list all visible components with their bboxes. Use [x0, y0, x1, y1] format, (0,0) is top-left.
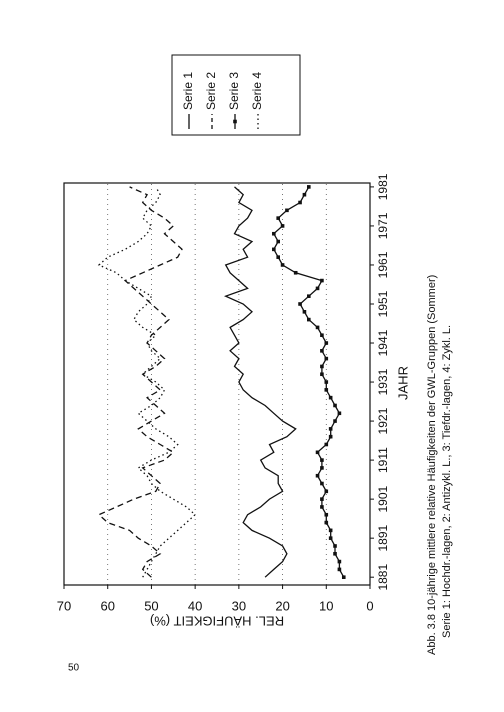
series-marker	[341, 575, 346, 579]
series-marker	[333, 403, 337, 408]
y-tick-label: 30	[232, 598, 246, 613]
series-marker	[333, 544, 337, 548]
caption-subtitle: Serie 1: Hochdr.-lagen, 2: Antizykl. L.,…	[441, 325, 453, 638]
y-axis-title: REL. HÄUFIGKEIT (%)	[150, 614, 284, 629]
x-tick-label: 1971	[376, 212, 390, 239]
y-tick-label: 20	[275, 598, 289, 613]
legend-marker	[233, 119, 237, 124]
x-tick-label: 1881	[376, 564, 390, 591]
series-marker	[320, 278, 324, 283]
series-marker	[272, 231, 276, 236]
series-marker	[307, 185, 311, 189]
x-tick-label: 1911	[376, 447, 390, 473]
series-marker	[320, 364, 324, 369]
series-marker	[337, 559, 342, 564]
series-marker	[333, 551, 337, 556]
series-marker	[302, 309, 307, 314]
plot-frame	[63, 182, 371, 586]
series-marker	[276, 255, 280, 259]
series-marker	[328, 434, 333, 439]
series-marker	[337, 567, 342, 572]
series-line	[223, 186, 297, 578]
x-tick-label: 1931	[376, 368, 390, 395]
y-tick-label: 70	[57, 598, 71, 613]
x-tick-label: 1941	[376, 329, 390, 356]
series-marker	[324, 520, 329, 525]
series-line	[97, 186, 183, 578]
y-tick-label: 0	[366, 598, 373, 613]
series-marker	[302, 192, 307, 197]
x-tick-label: 1891	[376, 524, 390, 551]
series-marker	[324, 380, 329, 384]
legend-label: Serie 1	[181, 72, 195, 110]
y-tick-label: 60	[100, 598, 114, 613]
y-tick-label: 40	[188, 598, 202, 613]
series-marker	[293, 270, 298, 275]
series-marker	[324, 489, 329, 494]
series-marker	[320, 333, 324, 338]
series-marker	[328, 427, 333, 431]
series-marker	[272, 247, 276, 252]
series-marker	[320, 349, 324, 353]
x-tick-label: 1951	[376, 290, 390, 317]
series-marker	[324, 442, 329, 447]
series-marker	[328, 536, 333, 540]
x-axis-title: JAHR	[395, 366, 410, 400]
series-marker	[315, 450, 320, 455]
series-marker	[315, 473, 320, 478]
series-marker	[280, 224, 285, 228]
series-marker	[324, 356, 329, 361]
series-marker	[298, 302, 302, 306]
series-marker	[307, 317, 311, 322]
series-marker	[276, 239, 280, 244]
legend-box	[171, 54, 301, 136]
series-marker	[337, 411, 342, 416]
rotated-chart: Abb. 3.8 10-jährige mittlere relative Hä…	[57, 54, 453, 655]
series-marker	[285, 208, 289, 213]
series-marker	[276, 216, 280, 220]
series-marker	[280, 263, 285, 267]
series-marker	[328, 528, 333, 533]
x-tick-label: 1981	[376, 173, 390, 200]
x-tick-label: 1961	[376, 251, 390, 278]
legend-label: Serie 4	[250, 72, 264, 110]
series-marker	[320, 466, 324, 470]
series-marker	[315, 286, 320, 291]
page-number: 50	[68, 663, 80, 674]
series-marker	[307, 294, 311, 298]
caption-title: Abb. 3.8 10-jährige mittlere relative Hä…	[426, 275, 438, 655]
series-marker	[320, 372, 324, 377]
x-tick-label: 1921	[376, 407, 390, 434]
series-marker	[324, 512, 329, 517]
series-marker	[333, 419, 337, 423]
series-marker	[298, 200, 302, 205]
series-marker	[320, 497, 324, 501]
series-marker	[324, 388, 329, 392]
legend-label: Serie 2	[204, 72, 218, 110]
series-marker	[324, 341, 329, 345]
series-marker	[315, 325, 320, 330]
series-line	[97, 186, 197, 578]
series-marker	[328, 395, 333, 400]
y-tick-label: 50	[144, 598, 158, 613]
series-marker	[320, 505, 324, 509]
x-tick-label: 1901	[376, 485, 390, 512]
y-tick-label: 10	[319, 598, 333, 613]
legend-label: Serie 3	[227, 72, 241, 110]
series-marker	[320, 458, 324, 462]
series-marker	[320, 481, 324, 486]
